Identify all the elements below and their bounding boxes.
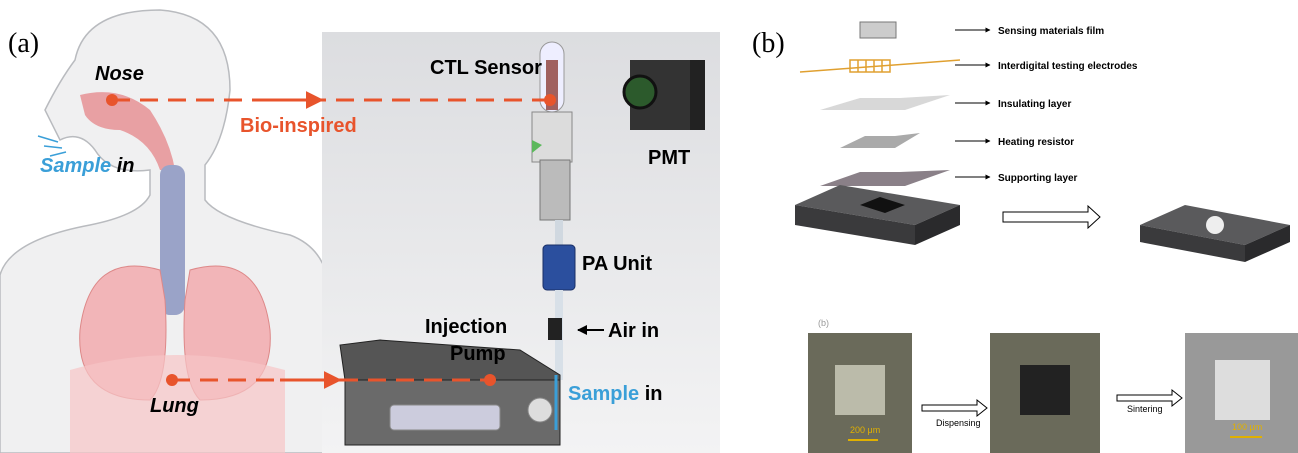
in-word: in xyxy=(117,155,135,177)
micrographs xyxy=(808,333,1298,453)
lung-label: Lung xyxy=(150,395,199,417)
panel-label: (a) xyxy=(8,28,39,59)
layer-labels: Sensing materials film Interdigital testi… xyxy=(955,26,1138,184)
dot xyxy=(544,94,556,106)
injection-label: Injection xyxy=(425,316,507,338)
sub-panel-label: (b) xyxy=(818,318,829,328)
device-illustration xyxy=(339,41,705,446)
dot xyxy=(106,94,118,106)
pa-unit-label: PA Unit xyxy=(582,253,652,275)
pump-label: Pump xyxy=(450,343,506,365)
dot xyxy=(166,374,178,386)
body-illustration xyxy=(0,9,331,453)
nose-label: Nose xyxy=(95,63,144,85)
scale-bar-label: 100 μm xyxy=(1232,422,1262,432)
panel-label: (b) xyxy=(752,28,785,59)
scale-bar-label: 200 μm xyxy=(850,425,880,435)
step-label: Sintering xyxy=(1127,404,1163,414)
layer-stack xyxy=(799,21,961,186)
layer-label: Insulating layer xyxy=(998,99,1071,110)
dot xyxy=(484,374,496,386)
step-label: Dispensing xyxy=(936,418,981,428)
chip-illustration xyxy=(795,185,1290,262)
layer-label: Interdigital testing electrodes xyxy=(998,61,1138,72)
layer-label: Sensing materials film xyxy=(998,26,1104,37)
layer-label: Supporting layer xyxy=(998,173,1078,184)
sample-in-pump-label: Sample in xyxy=(568,383,663,405)
bio-inspired-label: Bio-inspired xyxy=(240,115,357,137)
in-word: in xyxy=(645,383,663,405)
ctl-sensor-label: CTL Sensor xyxy=(430,57,542,79)
sample-in-label: Sample in xyxy=(40,155,135,177)
pmt-label: PMT xyxy=(648,147,690,169)
sample-word: Sample xyxy=(568,383,639,405)
layer-label: Heating resistor xyxy=(998,137,1074,148)
air-in-label: Air in xyxy=(608,320,659,342)
sample-word: Sample xyxy=(40,155,111,177)
